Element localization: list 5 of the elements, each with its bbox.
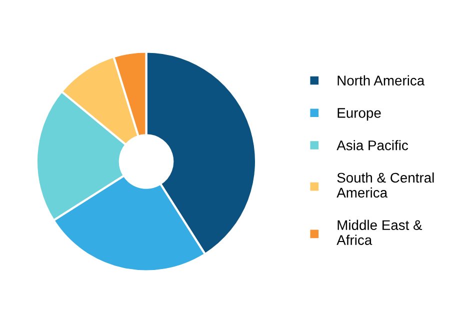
legend-label: Asia Pacific [336,140,408,150]
legend-label: South & Central America [336,172,434,198]
legend-label: Middle East & Africa [336,220,422,245]
legend-label: North America [338,75,425,86]
legend-label: Europe [338,108,381,121]
